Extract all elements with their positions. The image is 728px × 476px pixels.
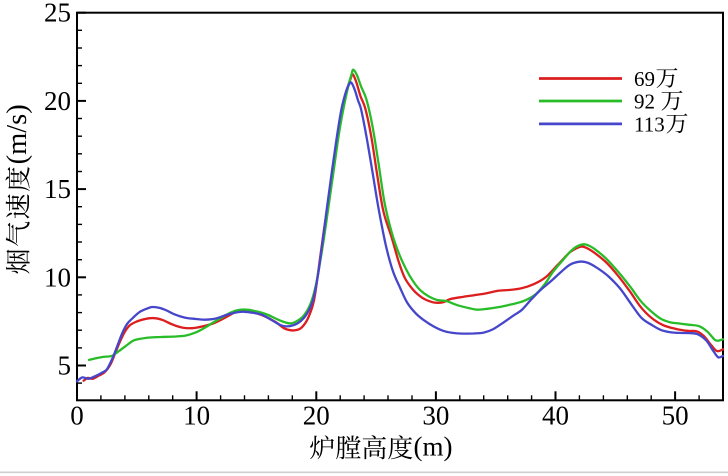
svg-text:10: 10 <box>44 262 71 292</box>
svg-text:69: 69 <box>634 67 655 91</box>
svg-text:25: 25 <box>44 0 71 28</box>
svg-text:92: 92 <box>634 90 655 114</box>
svg-text:30: 30 <box>422 401 449 431</box>
svg-text:15: 15 <box>44 174 71 204</box>
svg-text:(m): (m) <box>414 432 453 462</box>
svg-text:50: 50 <box>662 401 689 431</box>
svg-text:113: 113 <box>634 113 665 137</box>
svg-text:10: 10 <box>183 401 210 431</box>
svg-text:40: 40 <box>542 401 569 431</box>
svg-text:20: 20 <box>303 401 330 431</box>
svg-text:20: 20 <box>44 86 71 116</box>
svg-text:0: 0 <box>70 401 84 431</box>
svg-text:(m/s): (m/s) <box>2 104 33 164</box>
svg-text:5: 5 <box>58 351 72 381</box>
